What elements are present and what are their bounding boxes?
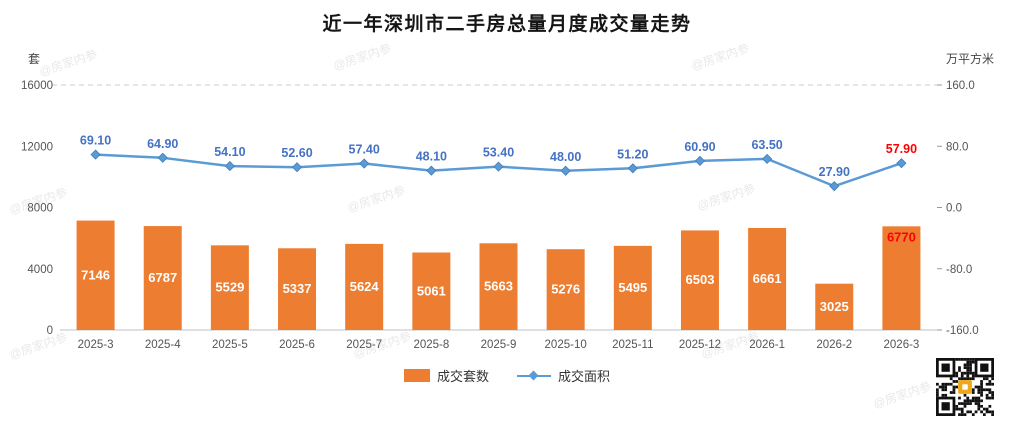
line-point-marker xyxy=(90,149,101,160)
bar-value-label: 6661 xyxy=(753,271,782,286)
line-swatch-diamond-marker xyxy=(528,370,539,381)
bar-value-label: 5495 xyxy=(618,280,647,295)
x-axis-label: 2025-6 xyxy=(279,339,315,351)
x-axis-label: 2026-2 xyxy=(816,339,852,351)
legend-label: 成交面积 xyxy=(558,369,611,384)
x-axis-label: 2025-9 xyxy=(481,339,517,351)
line-point-marker xyxy=(157,152,168,163)
bar xyxy=(815,283,854,330)
line-point-marker xyxy=(224,161,235,172)
left-axis-tick-label: 12000 xyxy=(21,141,53,153)
bar-value-label: 5276 xyxy=(551,282,580,297)
line-series-swatch xyxy=(517,369,551,382)
line-value-label: 27.90 xyxy=(819,165,850,179)
line-point-marker xyxy=(560,165,571,176)
legend-label: 成交套数 xyxy=(436,369,489,384)
bar-value-label: 5061 xyxy=(417,283,446,298)
left-axis-tick-label: 16000 xyxy=(21,80,53,92)
right-axis-tick-label: -80.0 xyxy=(946,264,972,276)
right-axis-tick-label: 80.0 xyxy=(946,141,968,153)
x-axis-label: 2026-1 xyxy=(749,339,785,351)
bar-value-label: 5337 xyxy=(283,281,312,296)
bar xyxy=(345,243,384,330)
bar xyxy=(680,230,719,330)
line-value-label: 60.90 xyxy=(684,140,715,154)
line-value-label: 54.10 xyxy=(214,145,245,159)
bar-value-label: 5529 xyxy=(215,280,244,295)
bar xyxy=(76,220,115,330)
line-point-marker xyxy=(426,165,437,176)
line-point-marker xyxy=(291,162,303,173)
x-axis-label: 2025-10 xyxy=(545,339,587,351)
bar-series-swatch xyxy=(403,369,430,382)
line-value-label: 52.60 xyxy=(281,146,312,160)
legend-item-bar-series: 成交套数 xyxy=(403,366,489,385)
bar xyxy=(613,245,652,330)
bar xyxy=(479,243,518,330)
left-axis-tick-label: 8000 xyxy=(27,203,53,215)
line-value-label: 63.50 xyxy=(751,138,782,152)
bar xyxy=(882,226,921,330)
line-point-marker xyxy=(627,163,638,174)
bar-value-label: 7146 xyxy=(81,267,110,282)
bar xyxy=(278,248,317,330)
left-axis-tick-label: 4000 xyxy=(27,264,53,276)
legend-item-line-series: 成交面积 xyxy=(517,366,610,385)
bar-value-label: 6787 xyxy=(148,270,177,285)
bar-value-label: 6503 xyxy=(686,272,715,287)
line-value-label: 69.10 xyxy=(80,134,111,148)
line-point-marker xyxy=(694,155,706,166)
x-axis-label: 2025-5 xyxy=(212,339,248,351)
x-axis-label: 2025-11 xyxy=(612,339,653,351)
line-value-label: 53.40 xyxy=(483,146,514,160)
line-point-marker xyxy=(829,181,840,192)
qr-code xyxy=(936,358,994,416)
line-value-label: 57.40 xyxy=(349,143,380,157)
left-axis-unit: 套 xyxy=(28,52,41,66)
right-axis-unit: 万平方米 xyxy=(945,52,994,66)
bar xyxy=(546,249,585,330)
left-axis-tick-label: 0 xyxy=(47,325,53,337)
bar-value-label: 5624 xyxy=(350,279,380,294)
x-axis-label: 2025-3 xyxy=(78,339,114,351)
x-axis-label: 2025-7 xyxy=(346,339,382,351)
x-axis-label: 2025-4 xyxy=(145,339,181,351)
line-point-marker xyxy=(359,158,370,169)
right-axis-tick-label: -160.0 xyxy=(946,325,979,337)
bar-value-label: 5663 xyxy=(484,279,513,294)
right-axis-tick-label: 160.0 xyxy=(946,80,975,92)
line-point-marker xyxy=(493,161,504,172)
line-value-label: 51.20 xyxy=(617,147,648,161)
bar-value-label: 3025 xyxy=(820,299,849,314)
bar xyxy=(748,228,787,330)
x-axis-label: 2025-12 xyxy=(679,339,721,351)
line-value-label: 48.00 xyxy=(550,150,581,164)
right-axis-tick-label: 0.0 xyxy=(946,203,962,215)
x-axis-label: 2025-8 xyxy=(413,339,449,351)
bar xyxy=(210,245,249,330)
line-value-label: 57.90 xyxy=(886,142,917,156)
chart-title: 近一年深圳市二手房总量月度成交量走势 xyxy=(322,14,692,35)
line-value-label: 48.10 xyxy=(416,150,447,164)
bar-value-label: 6770 xyxy=(887,229,916,244)
line-value-label: 64.90 xyxy=(147,137,178,151)
chart-legend: 成交套数 成交面积 xyxy=(0,366,1014,385)
bar xyxy=(412,252,451,330)
bar xyxy=(143,226,182,330)
line-point-marker xyxy=(896,158,907,169)
line-point-marker xyxy=(762,153,773,164)
x-axis-label: 2026-3 xyxy=(884,339,920,351)
